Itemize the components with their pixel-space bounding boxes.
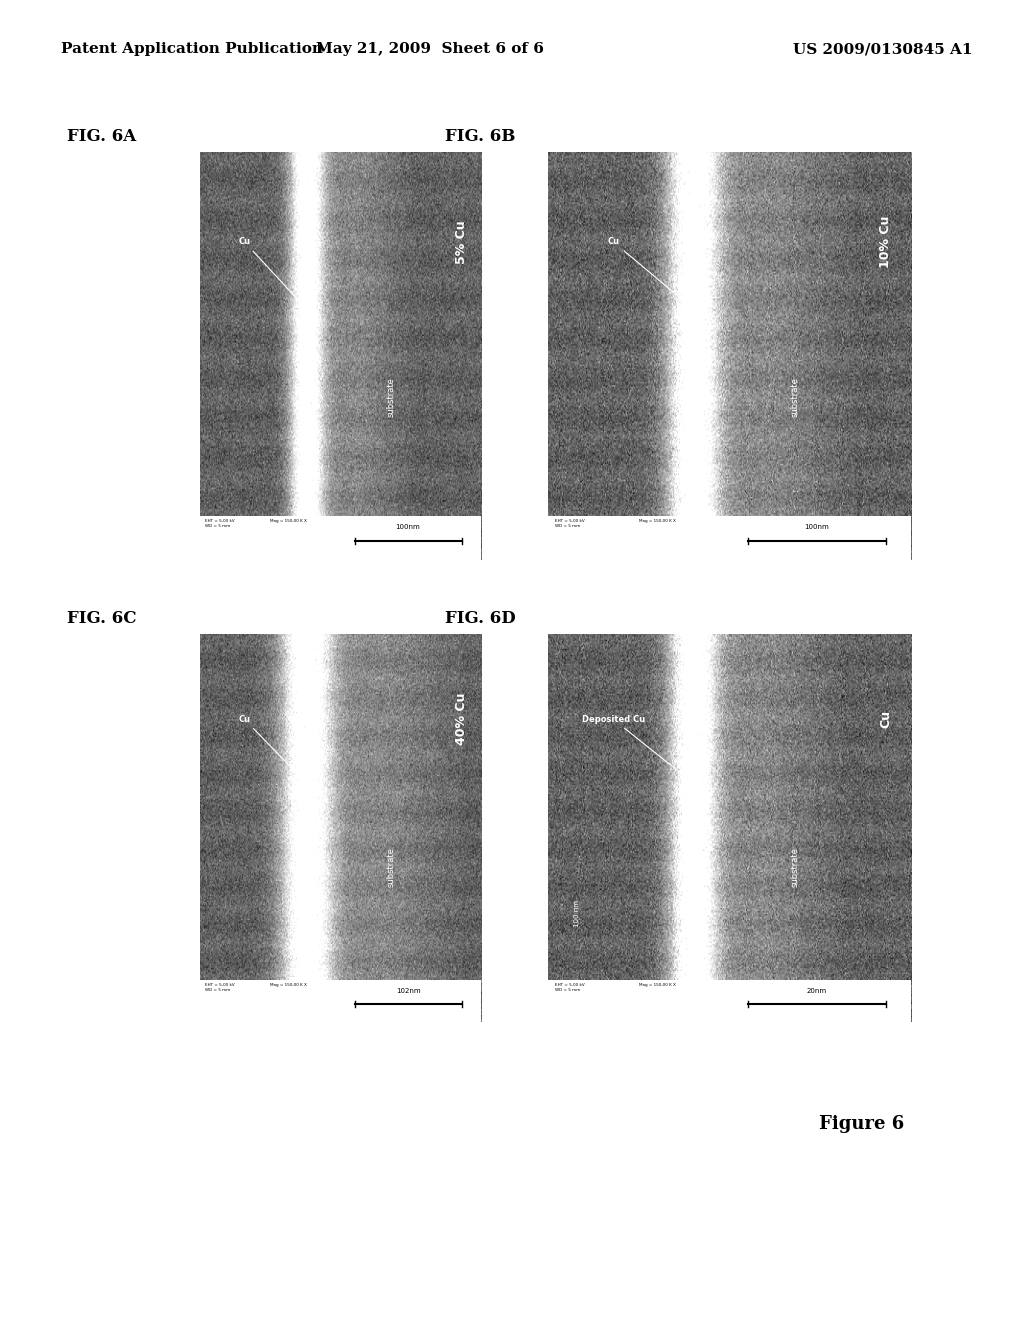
Text: Mag = 150,00 K X: Mag = 150,00 K X [270, 519, 307, 523]
Text: EHT = 5.00 kV
WD = 5 mm: EHT = 5.00 kV WD = 5 mm [205, 519, 236, 528]
Text: Cu: Cu [239, 238, 302, 305]
Text: substrate: substrate [387, 847, 395, 887]
Text: 52 nm: 52 nm [703, 263, 713, 286]
Text: Cu: Cu [239, 714, 302, 779]
Text: + 60 nm substrate: + 60 nm substrate [706, 768, 711, 826]
Bar [548, 981, 911, 1023]
Text: 54 nm: 54 nm [313, 738, 323, 763]
Text: 35 nm: 35 nm [313, 263, 323, 286]
Text: 40% Cu: 40% Cu [455, 693, 468, 746]
Text: Mag = 150,00 K X: Mag = 150,00 K X [639, 519, 676, 523]
Text: FIG. 6C: FIG. 6C [67, 610, 136, 627]
Text: 40 nm deposited film: 40 nm deposited film [703, 710, 713, 791]
Text: Mag = 150,00 K X: Mag = 150,00 K X [270, 983, 307, 987]
Text: 102nm: 102nm [395, 987, 421, 994]
Text: substrate: substrate [387, 378, 395, 417]
Bar [548, 516, 911, 561]
Text: FIG. 6A: FIG. 6A [67, 128, 136, 145]
Text: Cu: Cu [607, 238, 688, 305]
Bar [200, 981, 481, 1023]
Text: US 2009/0130845 A1: US 2009/0130845 A1 [794, 42, 973, 57]
Text: Cu: Cu [880, 710, 892, 729]
Text: substrate: substrate [791, 378, 800, 417]
Text: 100nm: 100nm [395, 524, 421, 531]
Text: 100nm: 100nm [805, 524, 829, 531]
Text: Mag = 150,00 K X: Mag = 150,00 K X [639, 983, 676, 987]
Text: 10% Cu: 10% Cu [880, 215, 892, 268]
Text: EHT = 5.00 kV
WD = 5 mm: EHT = 5.00 kV WD = 5 mm [555, 983, 585, 991]
Bar [200, 516, 481, 561]
Text: Figure 6: Figure 6 [819, 1115, 904, 1134]
Text: Patent Application Publication: Patent Application Publication [61, 42, 324, 57]
Text: Deposited Cu: Deposited Cu [582, 714, 688, 779]
Text: substrate: substrate [791, 847, 800, 887]
Text: 20nm: 20nm [807, 987, 827, 994]
Text: 5% Cu: 5% Cu [455, 220, 468, 264]
Text: 100 nm: 100 nm [573, 900, 580, 928]
Text: FIG. 6B: FIG. 6B [445, 128, 516, 145]
Text: FIG. 6D: FIG. 6D [445, 610, 516, 627]
Text: EHT = 5.00 kV
WD = 5 mm: EHT = 5.00 kV WD = 5 mm [205, 983, 236, 991]
Text: May 21, 2009  Sheet 6 of 6: May 21, 2009 Sheet 6 of 6 [316, 42, 544, 57]
Text: EHT = 5.00 kV
WD = 5 mm: EHT = 5.00 kV WD = 5 mm [555, 519, 585, 528]
